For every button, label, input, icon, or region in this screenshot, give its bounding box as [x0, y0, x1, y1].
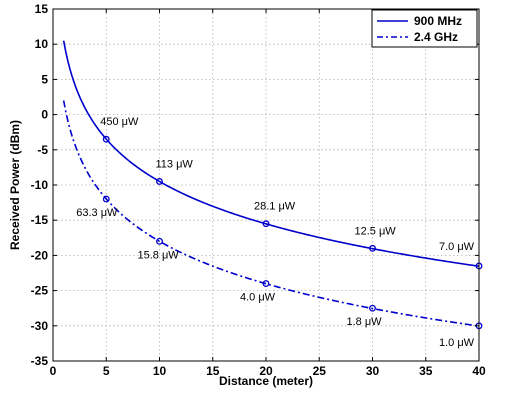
y-tick-label: 0 [41, 108, 48, 122]
y-tick-label: -30 [31, 319, 49, 333]
data-point-marker [102, 195, 110, 203]
x-tick-label: 25 [313, 364, 327, 378]
x-tick-label: 5 [103, 364, 110, 378]
data-label: 1.0 μW [439, 337, 475, 349]
ticks-layer: 0 5 10 15 20 25 30 35 40 -35 -30 -25 -20 -15 -10 -5 0 5 10… [31, 2, 486, 378]
data-label: 12.5 μW [355, 225, 397, 237]
y-tick-label: -25 [31, 284, 49, 298]
series-line-1 [62, 100, 480, 327]
series-layer [62, 40, 480, 327]
y-tick-label: 15 [35, 2, 49, 16]
y-tick-label: 10 [35, 37, 49, 51]
y-tick-label: -20 [31, 248, 49, 262]
y-tick-label: -35 [31, 354, 49, 368]
x-axis-label: Distance (meter) [219, 374, 313, 388]
legend-label-2-4ghz: 2.4 GHz [414, 30, 458, 44]
legend-box [371, 9, 478, 48]
y-tick-label: -5 [37, 143, 48, 157]
data-point-marker [156, 237, 163, 245]
markers-layer [102, 135, 483, 330]
x-tick-label: 0 [50, 364, 57, 378]
y-tick-label: -10 [31, 178, 49, 192]
x-tick-label: 10 [153, 364, 167, 378]
annotations-layer: 450 μW 113 μW 28.1 μW 12.5 μW 7.0 μW 63.3 μW 1… [76, 116, 474, 349]
data-label: 63.3 μW [76, 207, 118, 219]
data-point-marker [369, 304, 376, 312]
data-label: 1.8 μW [347, 316, 383, 328]
y-axis-label: Received Power (dBm) [8, 120, 22, 250]
legend-label-900mhz: 900 MHz [414, 14, 462, 28]
data-label: 113 μW [156, 158, 194, 170]
data-point-marker [262, 280, 270, 288]
data-label: 7.0 μW [439, 241, 475, 253]
grid [53, 9, 479, 361]
data-point-marker [262, 220, 270, 228]
data-point-marker [102, 135, 110, 143]
x-tick-label: 20 [259, 364, 273, 378]
y-tick-label: -15 [31, 213, 49, 227]
data-label: 28.1 μW [254, 201, 296, 213]
legend: 900 MHz 2.4 GHz [371, 9, 478, 48]
x-tick-label: 30 [366, 364, 380, 378]
y-tick-label: 5 [41, 72, 48, 86]
x-tick-label: 40 [472, 364, 486, 378]
data-point-marker [156, 178, 163, 185]
data-label: 450 μW [100, 116, 139, 128]
data-label: 4.0 μW [240, 292, 276, 304]
x-tick-label: 35 [419, 364, 433, 378]
x-tick-label: 15 [206, 364, 220, 378]
data-label: 15.8 μW [138, 249, 180, 261]
series-line-0 [62, 40, 480, 268]
data-point-marker [369, 244, 376, 252]
